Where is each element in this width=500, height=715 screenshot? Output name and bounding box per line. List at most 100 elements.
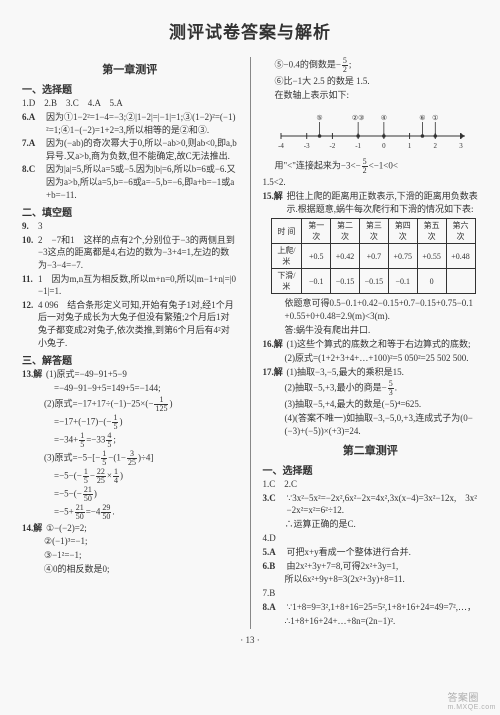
q-label: 13.解 bbox=[22, 368, 44, 381]
fraction: 15 bbox=[112, 414, 118, 431]
q-body: 因为①1−2²=1−4=−3;②|1−2|=|−1|=1;③(1−2)²=(−1… bbox=[46, 111, 238, 136]
fraction: 2150 bbox=[75, 504, 85, 521]
c4: 4.D bbox=[263, 532, 479, 545]
fraction: 15 bbox=[79, 432, 85, 449]
eq-text: (2)抽取−5,+3,最小的商是− bbox=[285, 382, 387, 392]
eq-text: =−5−(− bbox=[54, 488, 82, 498]
eq-text: − bbox=[90, 470, 95, 480]
q-body: 2 −7和1 这样的点有2个,分别位于−3的两侧且到−3这点的距离都是4,右边的… bbox=[38, 234, 238, 272]
eq-text: 用"<"连接起来为−3<− bbox=[275, 161, 361, 171]
fraction: 45 bbox=[106, 432, 112, 449]
q-label: 14.解 bbox=[22, 522, 44, 535]
c6: 6.B 由2x²+3y+7=8,可得2x²+3y=1, bbox=[263, 560, 479, 573]
fraction: 15 bbox=[83, 468, 89, 485]
c3: 3.C ∵3x²−5x²=−2x²,6x²−2x=4x²,3x(x−4)=3x²… bbox=[263, 492, 479, 517]
eq-text: ; bbox=[349, 60, 352, 70]
eq-line: ③−1²=−1; bbox=[22, 549, 238, 562]
answers-1-5: 1.D 2.B 3.C 4.A 5.A bbox=[22, 97, 238, 110]
svg-text:-4: -4 bbox=[278, 142, 284, 150]
q-label: 11. bbox=[22, 273, 36, 286]
eq-text: ⑤−0.4的倒数是− bbox=[275, 60, 341, 70]
eq-line: 在数轴上表示如下: bbox=[263, 89, 479, 102]
fraction: 52 bbox=[342, 57, 348, 74]
c5: 5.A 可把x+y看成一个整体进行合并. bbox=[263, 546, 479, 559]
eq-line: 所以6x²+9y+8=3(2x²+3y)+8=11. bbox=[263, 573, 479, 586]
eq-line: 用"<"连接起来为−3<−52<−1<0< bbox=[263, 158, 479, 175]
svg-text:1: 1 bbox=[407, 142, 411, 150]
fraction: 2150 bbox=[83, 486, 93, 503]
fraction: 2950 bbox=[101, 504, 111, 521]
q-label: 7.A bbox=[22, 137, 44, 150]
q-body: 因为|a|=5,所以a=5或−5.因为|b|=6,所以b=6或−6.又因为a>b… bbox=[46, 163, 238, 201]
eq-text: =−33 bbox=[86, 434, 105, 444]
q-label: 5.A bbox=[263, 546, 285, 559]
q-body: 把往上爬的距离用正数表示,下滑的距离用负数表示.根据题意,蜗牛每次爬行和下滑的情… bbox=[287, 190, 479, 215]
watermark: 答案圈 m.MXQE.com bbox=[447, 689, 496, 711]
page-number: · 13 · bbox=[22, 635, 478, 645]
chapter-2-title: 第二章测评 bbox=[263, 442, 479, 458]
eq-line: ∴运算正确的是C. bbox=[263, 518, 479, 531]
eq-line: (2)原式=−17+17÷(−1)−25×(−1125) bbox=[22, 396, 238, 413]
eq-text: (3)原式=−5−[− bbox=[44, 452, 100, 462]
section-1-title: 一、选择题 bbox=[22, 81, 238, 96]
section-3-title: 三、解答题 bbox=[22, 352, 238, 367]
chapter-1-title: 第一章测评 bbox=[22, 61, 238, 77]
eq-line: ∴1+8+16+24+…+8n=(2n−1)². bbox=[263, 615, 479, 628]
svg-text:3: 3 bbox=[459, 142, 463, 150]
q-label: 9. bbox=[22, 220, 36, 233]
c7: 7.B bbox=[263, 587, 479, 600]
eq-text: =−17+(−17)−(− bbox=[54, 416, 111, 426]
eq-line: =−34+15=−3345; bbox=[22, 432, 238, 449]
q-body: ①−(−2)=2; bbox=[46, 522, 238, 535]
q14: 14.解 ①−(−2)=2; bbox=[22, 522, 238, 535]
q9: 9. 3 bbox=[22, 220, 238, 233]
q-body: ∵3x²−5x²=−2x²,6x²−2x=4x²,3x(x−4)=3x²−12x… bbox=[287, 492, 479, 517]
c8: 8.A ∵1+8=9=3²,1+8+16=25=5²,1+8+16+24=49=… bbox=[263, 601, 479, 614]
svg-text:2: 2 bbox=[433, 142, 437, 150]
q-body: 由2x²+3y+7=8,可得2x²+3y=1, bbox=[287, 560, 479, 573]
q-label: 8.C bbox=[22, 163, 44, 176]
eq-text: =−5−(− bbox=[54, 470, 82, 480]
eq-text: ; bbox=[113, 434, 116, 444]
q-body: 因为(−ab)的奇次幂大于0,所以−ab>0,则ab<0,即a,b异号.又a>b… bbox=[46, 137, 238, 162]
eq-text: )÷4] bbox=[138, 452, 153, 462]
eq-text: × bbox=[107, 470, 112, 480]
eq-text: −(1− bbox=[108, 452, 126, 462]
q17: 17.解 (1)抽取−3,−5,最大的乘积是15. bbox=[263, 366, 479, 379]
q12: 12. 4 096 结合条形定义可知,开始有兔子1对,经1个月后一对兔子成长为大… bbox=[22, 299, 238, 349]
eq-text: . bbox=[112, 506, 114, 516]
fraction: 1125 bbox=[154, 396, 168, 413]
fraction: 52 bbox=[362, 158, 368, 175]
eq-line: ⑤−0.4的倒数是−52; bbox=[263, 57, 479, 74]
eq-line: =−5−(−15−2225×14) bbox=[22, 468, 238, 485]
fraction: 325 bbox=[127, 450, 137, 467]
number-line-svg: -4-3-2-10123⑤②③④⑥① bbox=[271, 106, 471, 154]
data-table: 时 间第一次第二次第三次第四次第五次第六次上爬/米+0.5+0.42+0.7+0… bbox=[271, 218, 476, 294]
svg-text:⑤: ⑤ bbox=[316, 114, 322, 122]
svg-text:⑥: ⑥ bbox=[419, 114, 425, 122]
q-body: 1 因为m,n互为相反数,所以m+n=0,所以|m−1+n|=|0−1|=1. bbox=[38, 273, 238, 298]
eq-text: (2)原式=−17+17÷(−1)−25×(− bbox=[44, 398, 153, 408]
q-label: 6.B bbox=[263, 560, 285, 573]
svg-text:①: ① bbox=[432, 114, 438, 122]
left-column: 第一章测评 一、选择题 1.D 2.B 3.C 4.A 5.A 6.A 因为①1… bbox=[22, 57, 238, 629]
q15: 15.解 把往上爬的距离用正数表示,下滑的距离用负数表示.根据题意,蜗牛每次爬行… bbox=[263, 190, 479, 215]
fraction: 14 bbox=[113, 468, 119, 485]
q13: 13.解 (1)原式=−49−91+5−9 bbox=[22, 368, 238, 381]
eq-text: ) bbox=[120, 470, 123, 480]
fraction: 53 bbox=[388, 380, 394, 397]
svg-text:-1: -1 bbox=[355, 142, 361, 150]
eq-line: 依题意可得0.5−0.1+0.42−0.15+0.7−0.15+0.75−0.1… bbox=[263, 297, 479, 323]
q-label: 12. bbox=[22, 299, 36, 312]
eq-text: ) bbox=[169, 398, 172, 408]
q-body: (1)原式=−49−91+5−9 bbox=[46, 368, 238, 381]
eq-line: ②(−1)³=−1; bbox=[22, 535, 238, 548]
svg-text:-3: -3 bbox=[303, 142, 309, 150]
q8: 8.C 因为|a|=5,所以a=5或−5.因为|b|=6,所以b=6或−6.又因… bbox=[22, 163, 238, 201]
svg-text:④: ④ bbox=[380, 114, 386, 122]
eq-line: =−5+2150=−42950. bbox=[22, 504, 238, 521]
q16: 16.解 (1)这些个算式的底数之和等于右边算式的底数; bbox=[263, 338, 479, 351]
q10: 10. 2 −7和1 这样的点有2个,分别位于−3的两侧且到−3这点的距离都是4… bbox=[22, 234, 238, 272]
fraction: 15 bbox=[101, 450, 107, 467]
svg-text:②③: ②③ bbox=[351, 114, 364, 122]
